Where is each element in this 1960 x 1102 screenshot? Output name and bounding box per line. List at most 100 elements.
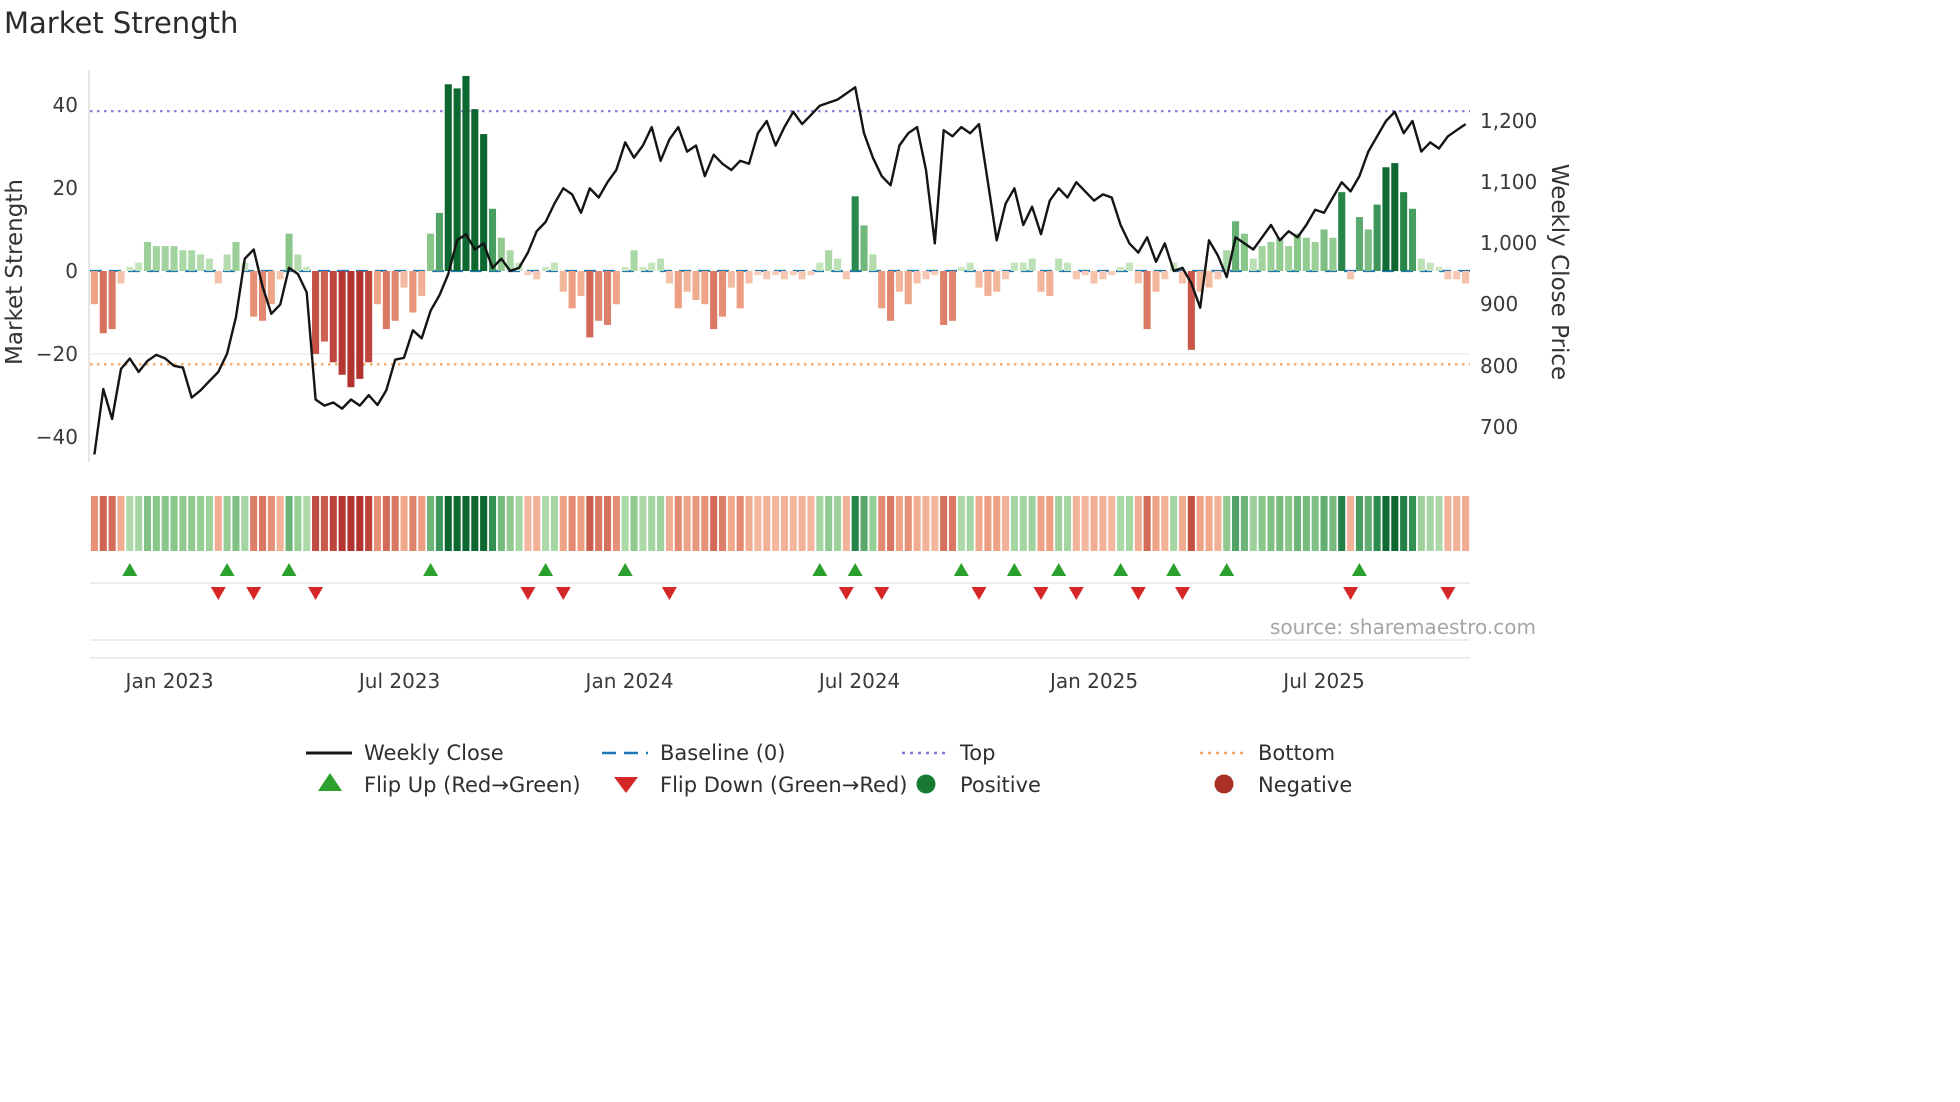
strength-bar <box>577 271 585 296</box>
heatmap-cell <box>922 496 930 551</box>
right-tick-1000: 1,000 <box>1480 231 1537 255</box>
strength-bar <box>161 246 169 271</box>
strength-bar <box>179 250 187 271</box>
strength-bar <box>833 258 842 271</box>
strength-bar <box>1293 233 1302 271</box>
heatmap-cell <box>683 496 691 551</box>
strength-bars <box>90 75 1470 388</box>
left-tick-20: 20 <box>53 176 78 200</box>
left-tick-m20: −20 <box>36 342 78 366</box>
heatmap-cell <box>984 496 992 551</box>
heatmap-cell <box>1170 496 1178 551</box>
strength-bar <box>1055 258 1063 271</box>
strength-bar <box>285 233 293 271</box>
strength-bar <box>1364 229 1372 271</box>
heatmap-cell <box>1063 496 1072 551</box>
heatmap-cell <box>497 496 505 551</box>
flip-down-marker <box>210 587 226 600</box>
flip-up-marker <box>812 563 828 576</box>
strength-bar <box>1099 271 1107 280</box>
heatmap-cell <box>356 496 364 551</box>
heatmap-cell <box>1355 496 1363 551</box>
heatmap-cell <box>993 496 1001 551</box>
strength-bar <box>718 271 727 317</box>
strength-bar <box>347 271 355 388</box>
weekly-close-series <box>93 86 1467 455</box>
heatmap-cell <box>860 496 868 551</box>
strength-bar <box>1276 237 1284 271</box>
heatmap-cell <box>1435 496 1443 551</box>
heatmap-cell <box>427 496 435 551</box>
strength-bar <box>798 271 806 280</box>
strength-bar <box>1338 192 1346 271</box>
strength-bar <box>984 271 992 296</box>
heatmap-cell <box>851 496 859 551</box>
strength-bar <box>117 271 125 284</box>
heatmap-cell <box>1223 496 1231 551</box>
strength-bar <box>736 271 744 309</box>
strength-bar <box>1329 237 1337 271</box>
heatmap-cell <box>312 496 320 551</box>
left-tick-m40: −40 <box>36 425 78 449</box>
strength-bar <box>126 266 134 271</box>
strength-bar <box>1028 258 1036 271</box>
strength-bar <box>825 250 833 271</box>
heatmap-cell <box>347 496 355 551</box>
heatmap-cell <box>1055 496 1063 551</box>
heatmap-cell <box>1382 496 1390 551</box>
heatmap-cell <box>1108 496 1116 551</box>
legend-top: Top <box>959 741 995 765</box>
heatmap-cell <box>1187 496 1195 551</box>
heatmap-cell <box>1196 496 1204 551</box>
heatmap-cell <box>1462 496 1470 551</box>
strength-bar <box>745 271 753 284</box>
flip-down-marker <box>874 587 890 600</box>
heatmap-cell <box>692 496 700 551</box>
heatmap-cell <box>1347 496 1355 551</box>
heatmap-cell <box>143 496 152 551</box>
positive-dot-icon <box>916 774 936 794</box>
heatmap-cell <box>453 496 461 551</box>
source-credit: source: sharemaestro.com <box>1270 615 1536 639</box>
heatmap-cell <box>940 496 948 551</box>
strength-bar <box>1408 208 1417 271</box>
strength-bar <box>365 271 373 363</box>
heatmap-cell <box>1267 496 1275 551</box>
strength-bar <box>1170 262 1178 271</box>
x-tick-label: Jul 2024 <box>817 669 900 693</box>
strength-bar <box>1152 271 1160 292</box>
strength-bar <box>1081 271 1089 276</box>
flip-up-marker <box>1351 563 1367 576</box>
strength-bar <box>214 271 222 284</box>
flip-down-icon <box>614 777 638 793</box>
strength-bar <box>975 271 983 288</box>
strength-bar <box>524 271 532 276</box>
heatmap-cell <box>665 496 673 551</box>
strength-bar <box>1161 271 1169 280</box>
strength-bar <box>683 271 691 292</box>
heatmap-cell <box>329 496 337 551</box>
strength-bar <box>223 254 231 271</box>
heatmap-cell <box>780 496 788 551</box>
strength-bar <box>639 266 647 271</box>
strength-bar <box>267 271 275 305</box>
strength-bar <box>1002 271 1010 280</box>
heatmap-cell <box>471 496 479 551</box>
heatmap-cell <box>1232 496 1240 551</box>
strength-bar <box>603 271 612 325</box>
heatmap-cell <box>1364 496 1372 551</box>
strength-bar <box>462 75 470 271</box>
strength-bar <box>1462 271 1470 284</box>
heatmap-cell <box>99 496 107 551</box>
flip-up-marker <box>617 563 633 576</box>
flip-up-marker <box>1051 563 1067 576</box>
legend-baseline: Baseline (0) <box>660 741 785 765</box>
heatmap-cell <box>480 496 488 551</box>
strength-bar <box>966 262 974 271</box>
strength-bar <box>108 271 116 330</box>
strength-bar <box>1311 241 1319 271</box>
heatmap-cell <box>639 496 647 551</box>
flip-down-marker <box>555 587 571 600</box>
strength-bar <box>1232 221 1240 271</box>
